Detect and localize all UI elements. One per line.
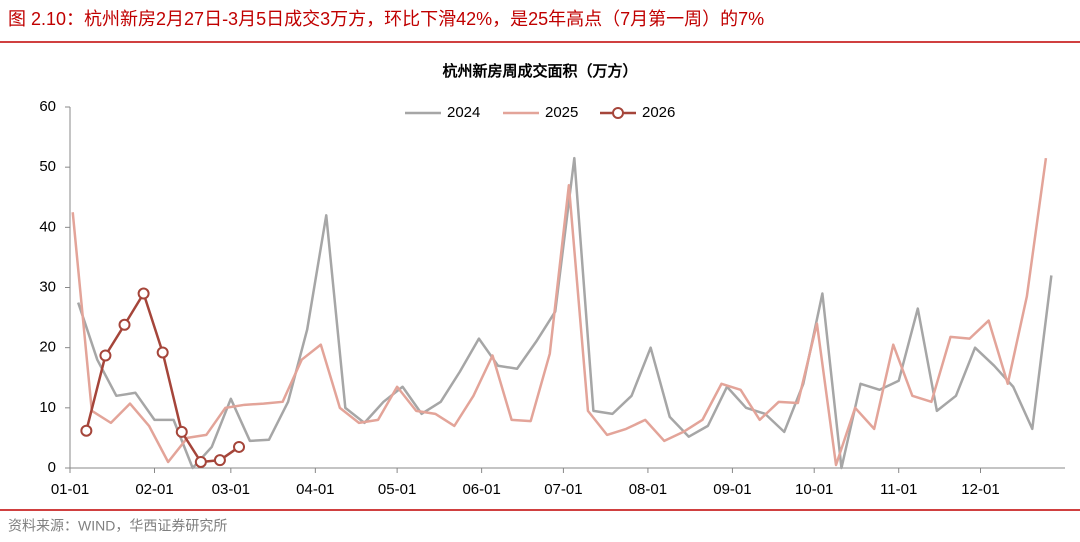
point-marker (80, 424, 93, 437)
legend-label: 2026 (642, 104, 675, 121)
chart-title: 杭州新房周成交面积（万方） (442, 62, 637, 80)
point-marker (175, 425, 188, 438)
series-line (76, 156, 1053, 470)
point-marker (99, 349, 112, 362)
x-tick-label: 11-01 (880, 481, 917, 498)
point-marker (118, 318, 131, 331)
x-tick-label: 02-01 (135, 481, 173, 498)
x-tick-label: 06-01 (462, 481, 500, 498)
y-tick-label: 20 (39, 339, 56, 356)
point-marker (194, 455, 207, 468)
x-tick-label: 10-01 (795, 481, 833, 498)
y-tick-label: 30 (39, 278, 56, 295)
x-tick-label: 12-01 (961, 481, 999, 498)
series-line (71, 157, 1048, 467)
point-marker (233, 440, 246, 453)
legend-label: 2025 (545, 104, 578, 121)
x-tick-label: 01-01 (51, 481, 89, 498)
point-marker (156, 346, 169, 359)
point-marker (137, 287, 150, 300)
source-note: 资料来源：WIND，华西证券研究所 (8, 518, 227, 534)
x-tick-label: 07-01 (544, 481, 582, 498)
y-tick-label: 10 (39, 399, 56, 416)
legend-label: 2024 (447, 104, 480, 121)
y-tick-label: 40 (39, 218, 56, 235)
legend-marker (612, 107, 624, 119)
x-tick-label: 09-01 (713, 481, 751, 498)
x-tick-label: 03-01 (212, 481, 250, 498)
x-tick-label: 05-01 (378, 481, 416, 498)
y-tick-label: 50 (39, 158, 56, 175)
point-marker (213, 454, 226, 467)
y-tick-label: 0 (48, 459, 56, 476)
x-tick-label: 04-01 (296, 481, 334, 498)
x-tick-label: 08-01 (629, 481, 667, 498)
y-tick-label: 60 (39, 98, 56, 115)
figure-title: 图 2.10：杭州新房2月27日-3月5日成交3万方，环比下滑42%，是25年高… (8, 9, 764, 29)
